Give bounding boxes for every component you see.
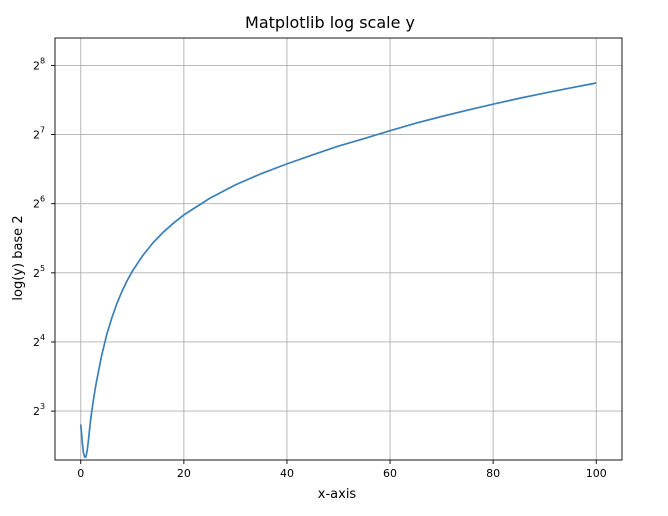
x-axis-ticks: 0 20 40 60 80 100	[77, 460, 607, 480]
y-axis-ticks: 23 24 25 26 27 28	[33, 56, 55, 418]
y-tick-label: 27	[33, 126, 45, 142]
plot-area	[79, 82, 597, 458]
x-tick-label: 80	[486, 467, 500, 480]
plot-frame	[54, 37, 623, 461]
grid	[55, 38, 622, 460]
series-line	[79, 82, 597, 458]
y-tick-label: 26	[33, 195, 45, 211]
x-tick-label: 0	[77, 467, 84, 480]
y-tick-label: 28	[33, 56, 45, 72]
x-tick-label: 40	[280, 467, 294, 480]
chart-title: Matplotlib log scale y	[245, 13, 415, 32]
x-tick-label: 60	[383, 467, 397, 480]
y-tick-label: 24	[33, 333, 45, 349]
x-tick-label: 100	[586, 467, 607, 480]
y-axis-label: log(y) base 2	[11, 215, 26, 300]
y-tick-label: 25	[33, 264, 45, 280]
y-tick-label: 23	[33, 402, 45, 418]
x-tick-label: 20	[177, 467, 191, 480]
x-axis-label: x-axis	[318, 487, 357, 502]
